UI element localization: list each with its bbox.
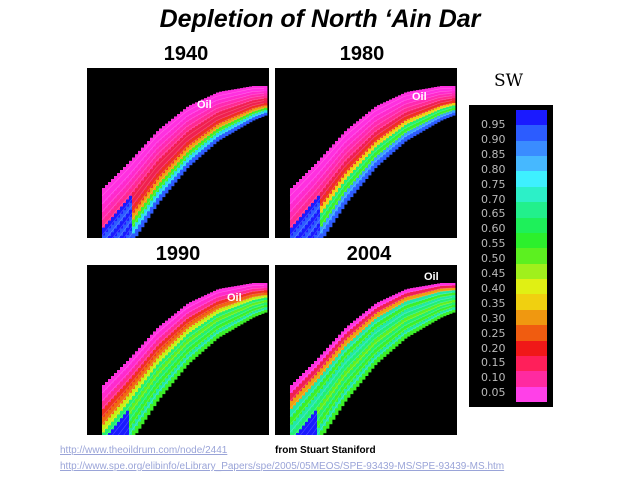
oil-label-1980: Oil bbox=[412, 91, 427, 103]
legend-tick-label: 0.85 bbox=[481, 147, 506, 161]
legend-tick-label: 0.65 bbox=[481, 207, 506, 221]
legend-swatch bbox=[516, 217, 547, 234]
legend-tick-label: 0.25 bbox=[481, 326, 506, 340]
year-label-1980: 1980 bbox=[339, 43, 385, 65]
legend-title: SW bbox=[494, 71, 524, 91]
source-link-theoildrum[interactable]: http://www.theoildrum.com/node/2441 bbox=[60, 445, 228, 456]
legend-swatch bbox=[516, 232, 547, 249]
legend-swatch bbox=[516, 355, 547, 372]
legend-tick-label: 0.75 bbox=[481, 177, 506, 191]
legend-color-bar bbox=[516, 110, 547, 403]
legend-tick-label: 0.05 bbox=[481, 386, 506, 400]
legend-swatch bbox=[516, 294, 547, 311]
source-link-spe[interactable]: http://www.spe.org/elibinfo/eLibrary_Pap… bbox=[60, 461, 505, 472]
source-credit: from Stuart Staniford bbox=[275, 445, 376, 456]
oil-label-1940: Oil bbox=[197, 99, 212, 111]
legend-tick-label: 0.90 bbox=[481, 132, 506, 146]
reservoir-model-1940 bbox=[101, 86, 268, 238]
page-title: Depletion of North ‘Ain Dar bbox=[159, 5, 481, 33]
legend-tick-label: 0.10 bbox=[481, 371, 506, 385]
legend-swatch bbox=[516, 110, 547, 126]
legend-swatch bbox=[516, 248, 547, 265]
year-label-2004: 2004 bbox=[346, 243, 392, 265]
legend-tick-label: 0.80 bbox=[481, 162, 506, 176]
legend-swatch bbox=[516, 309, 547, 326]
legend-tick-label: 0.70 bbox=[481, 192, 506, 206]
legend-swatch bbox=[516, 340, 547, 357]
reservoir-panel-1990 bbox=[87, 265, 269, 435]
legend-swatch bbox=[516, 371, 547, 388]
reservoir-model-1980 bbox=[289, 86, 456, 238]
legend-tick-label: 0.30 bbox=[481, 311, 506, 325]
legend-tick-label: 0.35 bbox=[481, 296, 506, 310]
oil-label-2004: Oil bbox=[424, 271, 439, 283]
legend-tick-label: 0.55 bbox=[481, 237, 506, 251]
legend-swatch bbox=[516, 202, 547, 219]
legend-swatch bbox=[516, 140, 547, 157]
legend-swatch bbox=[516, 263, 547, 280]
legend-swatch bbox=[516, 386, 547, 403]
legend-swatch bbox=[516, 125, 547, 142]
legend-tick-label: 0.40 bbox=[481, 281, 506, 295]
legend-swatch bbox=[516, 279, 547, 295]
legend-tick-label: 0.95 bbox=[481, 118, 506, 131]
sw-color-legend: 0.95 0.90 0.85 0.80 0.75 0.70 0.65 0.60 0.55 0.50… bbox=[469, 105, 553, 407]
legend-tick-label: 0.50 bbox=[481, 252, 506, 266]
year-label-1940: 1940 bbox=[163, 43, 209, 65]
legend-tick-label: 0.15 bbox=[481, 356, 506, 370]
legend-swatch bbox=[516, 186, 547, 203]
legend-tick-label: 0.60 bbox=[481, 222, 506, 236]
legend-tick-label: 0.45 bbox=[481, 267, 506, 280]
legend-swatch bbox=[516, 156, 547, 172]
legend-swatch bbox=[516, 171, 547, 188]
reservoir-panel-1980 bbox=[275, 68, 457, 238]
reservoir-model-2004 bbox=[289, 283, 456, 435]
oil-label-1990: Oil bbox=[227, 292, 242, 304]
reservoir-panel-2004 bbox=[275, 265, 457, 435]
legend-swatch bbox=[516, 325, 547, 342]
year-label-1990: 1990 bbox=[155, 243, 201, 265]
legend-tick-label: 0.20 bbox=[481, 341, 506, 355]
reservoir-model-1990 bbox=[101, 283, 268, 435]
reservoir-panel-1940 bbox=[87, 68, 269, 238]
